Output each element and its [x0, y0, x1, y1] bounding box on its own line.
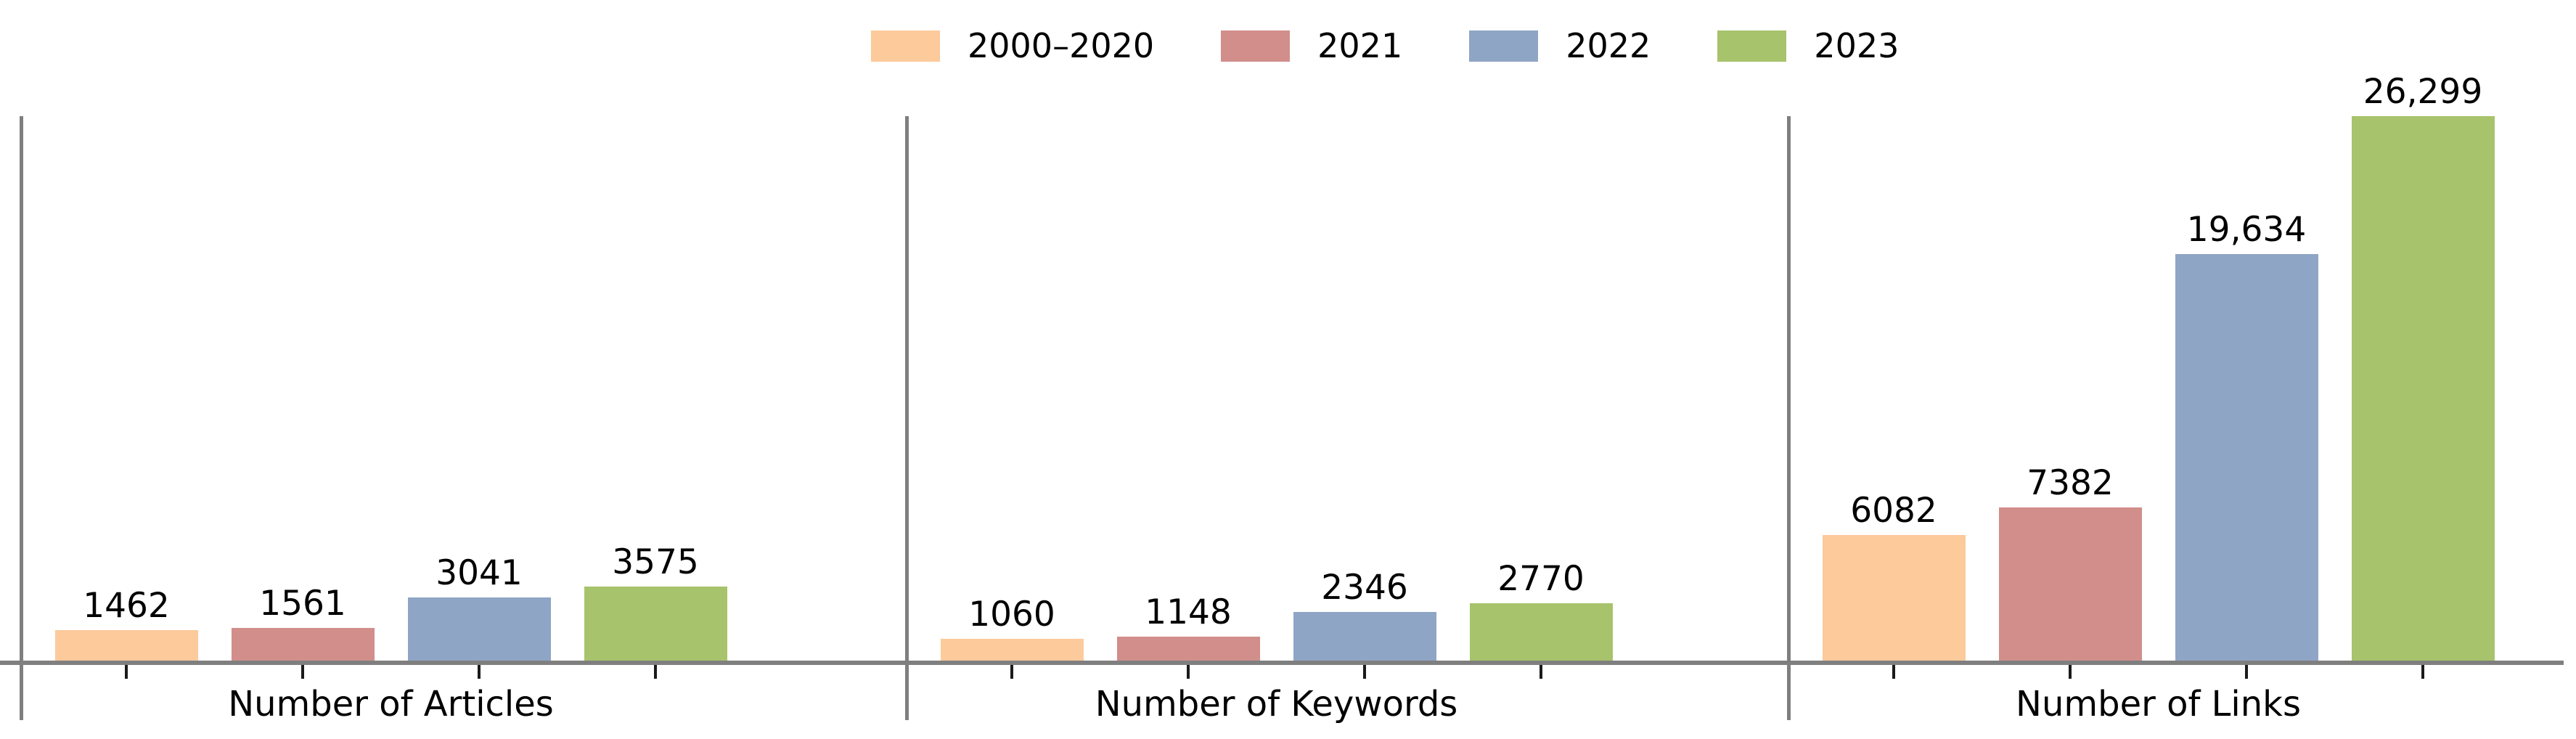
x-tick-mark: [301, 665, 304, 679]
legend-label: 2023: [1814, 26, 1900, 65]
bar-2000–2020: [1822, 535, 1966, 661]
x-tick-mark: [1892, 665, 1895, 679]
panel-separator: [20, 116, 23, 720]
bar-value-label: 3041: [436, 553, 523, 593]
bar-2022: [1293, 612, 1436, 661]
bar-value-label: 26,299: [2363, 72, 2483, 112]
x-tick-mark: [1540, 665, 1542, 679]
x-axis-label: Number of Links: [2016, 684, 2301, 724]
x-tick-mark: [1363, 665, 1366, 679]
bar-value-label: 19,634: [2186, 210, 2307, 250]
x-axis-label: Number of Keywords: [1095, 684, 1458, 724]
bar-2021: [1116, 637, 1260, 661]
legend: 2000–2020 2021 2022 2023: [871, 26, 1899, 65]
bar-2021: [1998, 507, 2142, 661]
legend-label: 2022: [1566, 26, 1651, 65]
bar-2023: [584, 587, 727, 661]
bar-value-label: 3575: [612, 542, 699, 582]
bar-value-label: 1060: [968, 595, 1055, 634]
legend-swatch: [871, 30, 940, 62]
x-tick-mark: [1187, 665, 1190, 679]
bar-value-label: 2770: [1497, 559, 1585, 599]
bar-2022: [407, 597, 551, 661]
bar-value-label: 6082: [1850, 491, 1937, 531]
bar-value-label: 2346: [1321, 568, 1408, 608]
bar-2000–2020: [940, 639, 1084, 661]
bar-value-label: 1148: [1145, 592, 1232, 632]
bar-value-label: 1462: [83, 586, 170, 626]
x-tick-mark: [478, 665, 481, 679]
x-tick-mark: [125, 665, 128, 679]
legend-swatch: [1221, 30, 1291, 62]
x-tick-mark: [2421, 665, 2424, 679]
x-tick-mark: [1010, 665, 1013, 679]
x-tick-mark: [2069, 665, 2072, 679]
legend-swatch: [1717, 30, 1787, 62]
x-axis-label: Number of Articles: [228, 684, 554, 724]
x-axis-line: [0, 661, 2564, 665]
legend-swatch: [1469, 30, 1539, 62]
bar-2000–2020: [54, 630, 198, 661]
panel-separator: [905, 116, 909, 720]
x-tick-mark: [2245, 665, 2248, 679]
legend-item: 2023: [1717, 26, 1899, 65]
legend-item: 2021: [1221, 26, 1402, 65]
legend-item: 2000–2020: [871, 26, 1154, 65]
legend-item: 2022: [1469, 26, 1651, 65]
bar-2023: [2351, 116, 2495, 661]
bar-value-label: 1561: [259, 584, 346, 624]
bar-value-label: 7382: [2027, 463, 2114, 503]
legend-label: 2021: [1317, 26, 1403, 65]
legend-label: 2000–2020: [968, 26, 1155, 65]
bar-2021: [231, 628, 375, 661]
panel-separator: [1787, 116, 1791, 720]
bar-2023: [1469, 603, 1613, 661]
bar-2022: [2175, 254, 2318, 661]
x-tick-mark: [654, 665, 657, 679]
